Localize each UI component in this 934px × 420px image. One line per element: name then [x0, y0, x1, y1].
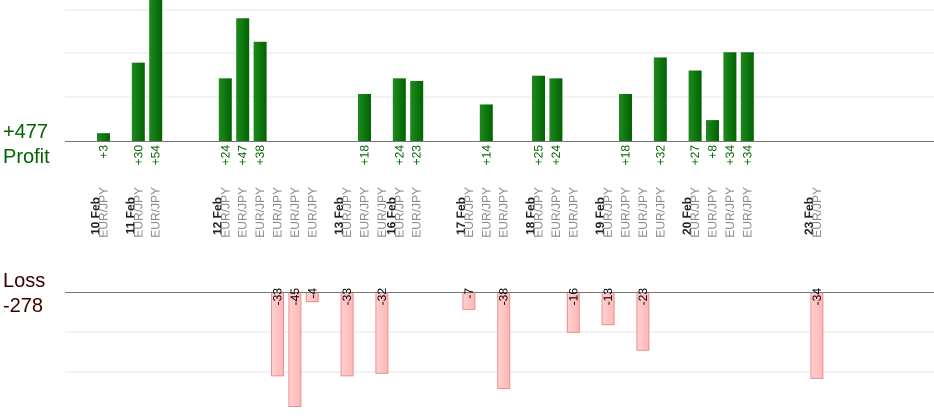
- pair-label: EUR/JPY: [688, 187, 702, 238]
- pair-label: EUR/JPY: [619, 187, 633, 238]
- date-label: 17 Feb: [454, 197, 468, 235]
- value-label: +14: [479, 145, 493, 166]
- pair-label: EUR/JPY: [549, 187, 563, 238]
- pair-label: EUR/JPY: [97, 187, 111, 238]
- value-label: -33: [271, 288, 285, 306]
- profit-bar: [218, 78, 232, 141]
- profit-bar: [619, 94, 632, 141]
- date-label: 18 Feb: [524, 197, 538, 235]
- value-label: +18: [358, 145, 372, 166]
- value-label: -33: [340, 288, 354, 306]
- pair-label: EUR/JPY: [653, 187, 667, 238]
- value-label: +24: [218, 145, 232, 166]
- value-label: +27: [688, 145, 702, 166]
- value-label: -16: [566, 288, 580, 306]
- pair-label: EUR/JPY: [149, 187, 163, 238]
- pair-label: EUR/JPY: [218, 187, 232, 238]
- pair-label: EUR/JPY: [288, 187, 302, 238]
- profit-bar: [97, 133, 110, 141]
- profit-bar: [549, 78, 563, 141]
- profit-bar: [149, 0, 163, 141]
- value-label: +8: [706, 145, 720, 159]
- pair-label: EUR/JPY: [740, 187, 754, 238]
- value-label: +30: [131, 145, 145, 166]
- labels: 10 Feb 11 Feb 12 Feb 13 Feb 16 Feb 17 Feb 18 F…: [89, 145, 824, 306]
- value-label: +18: [619, 145, 633, 166]
- value-label: -38: [497, 288, 511, 306]
- value-label: +24: [549, 145, 563, 166]
- pair-label: EUR/JPY: [131, 187, 145, 238]
- loss-bar: [288, 292, 302, 407]
- pair-label: EUR/JPY: [636, 187, 650, 238]
- pair-label: EUR/JPY: [236, 187, 250, 238]
- profit-bar: [653, 57, 667, 141]
- date-label: 10 Feb: [89, 197, 103, 235]
- value-label: +47: [236, 145, 250, 166]
- pair-label: EUR/JPY: [305, 187, 319, 238]
- loss-label: Loss: [3, 270, 45, 292]
- profit-bar: [479, 104, 493, 141]
- date-label: 23 Feb: [802, 197, 816, 235]
- value-label: -23: [636, 288, 650, 306]
- date-label: 20 Feb: [680, 197, 694, 235]
- value-label: +32: [653, 145, 667, 166]
- date-label: 11 Feb: [123, 197, 137, 234]
- value-label: +25: [532, 145, 546, 166]
- pair-label: EUR/JPY: [392, 187, 406, 238]
- profit-bar: [740, 52, 754, 141]
- profit-total: +477: [3, 121, 48, 143]
- pair-label: EUR/JPY: [253, 187, 267, 238]
- pair-label: EUR/JPY: [462, 187, 476, 238]
- value-label: +3: [97, 145, 111, 159]
- profit-label: Profit: [3, 146, 50, 168]
- value-label: -13: [601, 288, 615, 306]
- value-label: +34: [740, 145, 754, 166]
- profit-bar: [131, 62, 145, 141]
- profit-bar: [410, 80, 424, 141]
- date-label: 12 Feb: [210, 197, 224, 235]
- profit-bar: [392, 78, 406, 141]
- pair-label: EUR/JPY: [532, 187, 546, 238]
- axes: [65, 141, 934, 293]
- pair-label: EUR/JPY: [706, 187, 720, 238]
- profit-bar: [723, 52, 737, 141]
- pair-label: EUR/JPY: [601, 187, 615, 238]
- value-label: +38: [253, 145, 267, 166]
- pair-label: EUR/JPY: [810, 187, 824, 238]
- profit-bar: [532, 75, 545, 141]
- loss-total: -278: [3, 295, 43, 317]
- pair-label: EUR/JPY: [271, 187, 285, 238]
- value-label: -45: [288, 288, 302, 306]
- value-label: +23: [410, 145, 424, 166]
- profit-bar: [253, 41, 267, 141]
- profit-bar: [358, 94, 371, 141]
- profit-bar: [236, 18, 250, 141]
- date-label: 19 Feb: [593, 197, 607, 235]
- loss-bar: [497, 292, 511, 390]
- value-label: -32: [375, 288, 389, 306]
- value-label: -7: [462, 288, 476, 299]
- pair-label: EUR/JPY: [723, 187, 737, 238]
- profit-bar: [688, 70, 702, 141]
- pair-label: EUR/JPY: [497, 187, 511, 238]
- profit-bar: [706, 120, 719, 141]
- pair-label: EUR/JPY: [340, 187, 354, 238]
- value-label: -34: [810, 288, 824, 306]
- value-label: +24: [392, 145, 406, 166]
- date-label: 16 Feb: [384, 197, 398, 235]
- value-label: -4: [305, 288, 319, 299]
- pair-label: EUR/JPY: [375, 187, 389, 238]
- bars: [97, 0, 824, 407]
- pair-label: EUR/JPY: [410, 187, 424, 238]
- value-label: +54: [149, 145, 163, 166]
- value-label: +34: [723, 145, 737, 166]
- date-label: 13 Feb: [332, 197, 346, 235]
- pair-label: EUR/JPY: [479, 187, 493, 238]
- pair-label: EUR/JPY: [358, 187, 372, 238]
- pair-label: EUR/JPY: [566, 187, 580, 238]
